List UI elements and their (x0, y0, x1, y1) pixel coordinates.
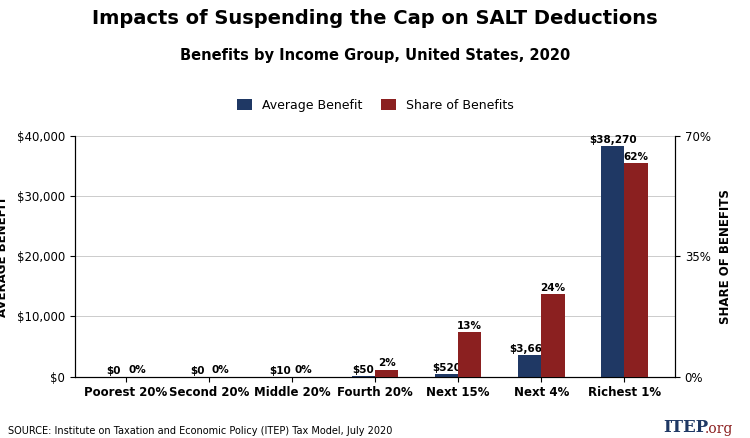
Text: 62%: 62% (623, 152, 649, 162)
Text: SOURCE: Institute on Taxation and Economic Policy (ITEP) Tax Model, July 2020: SOURCE: Institute on Taxation and Econom… (8, 426, 392, 436)
Text: 0%: 0% (211, 365, 230, 375)
Y-axis label: AVERAGE BENEFIT: AVERAGE BENEFIT (0, 196, 9, 317)
Text: 13%: 13% (458, 321, 482, 331)
Text: 0%: 0% (295, 365, 312, 375)
Text: $0: $0 (190, 366, 204, 376)
Text: 24%: 24% (541, 283, 566, 293)
Bar (625, 163, 648, 377)
Bar (542, 294, 565, 377)
Text: ITEP: ITEP (664, 419, 709, 436)
Bar (375, 370, 398, 377)
Bar (518, 355, 542, 377)
Bar (458, 332, 482, 377)
Bar (602, 146, 625, 377)
Text: $520: $520 (432, 363, 461, 373)
Text: $10: $10 (269, 366, 291, 376)
Text: .org: .org (705, 422, 734, 436)
Legend: Average Benefit, Share of Benefits: Average Benefit, Share of Benefits (232, 94, 518, 117)
Text: Benefits by Income Group, United States, 2020: Benefits by Income Group, United States,… (180, 48, 570, 63)
Y-axis label: SHARE OF BENEFITS: SHARE OF BENEFITS (719, 189, 732, 324)
Text: $0: $0 (106, 366, 122, 376)
Text: $50: $50 (352, 365, 374, 375)
Bar (435, 374, 458, 377)
Text: 2%: 2% (378, 358, 395, 368)
Text: Impacts of Suspending the Cap on SALT Deductions: Impacts of Suspending the Cap on SALT De… (92, 9, 658, 28)
Text: 0%: 0% (128, 365, 146, 375)
Text: $38,270: $38,270 (589, 135, 637, 145)
Text: $3,660: $3,660 (509, 344, 550, 354)
